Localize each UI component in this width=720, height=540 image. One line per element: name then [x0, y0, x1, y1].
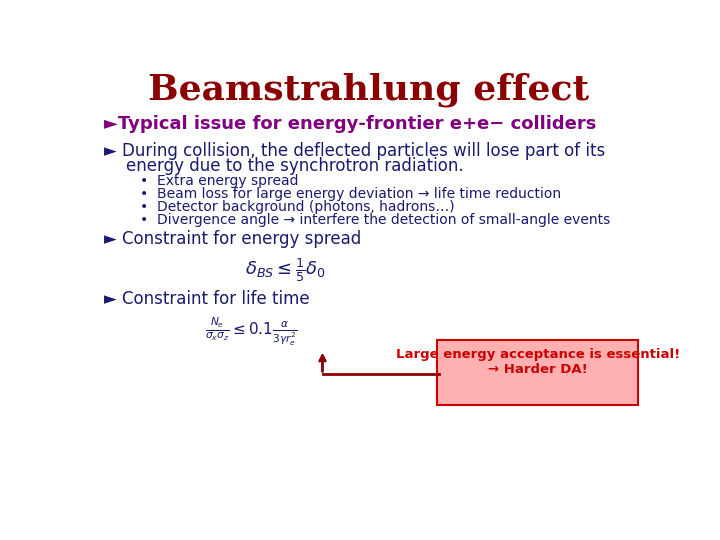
Text: $\frac{N_e}{\sigma_x \sigma_z} \leq 0.1\frac{\alpha}{3\gamma r_e^2}$: $\frac{N_e}{\sigma_x \sigma_z} \leq 0.1\… — [204, 315, 297, 348]
Text: energy due to the synchrotron radiation.: energy due to the synchrotron radiation. — [126, 157, 463, 175]
Text: ► Constraint for energy spread: ► Constraint for energy spread — [104, 231, 361, 248]
Text: $\delta_{BS} \leq \frac{1}{5}\delta_0$: $\delta_{BS} \leq \frac{1}{5}\delta_0$ — [245, 256, 325, 284]
Text: Beamstrahlung effect: Beamstrahlung effect — [148, 72, 590, 107]
Text: Large energy acceptance is essential!
→ Harder DA!: Large energy acceptance is essential! → … — [396, 348, 680, 376]
Text: ►Typical issue for energy-frontier e+e− colliders: ►Typical issue for energy-frontier e+e− … — [104, 115, 596, 133]
Text: •  Extra energy spread: • Extra energy spread — [140, 174, 299, 188]
Text: ► During collision, the deflected particles will lose part of its: ► During collision, the deflected partic… — [104, 142, 606, 160]
FancyBboxPatch shape — [437, 340, 638, 405]
Text: •  Divergence angle → interfere the detection of small-angle events: • Divergence angle → interfere the detec… — [140, 213, 611, 227]
Text: •  Detector background (photons, hadrons…): • Detector background (photons, hadrons…… — [140, 200, 455, 214]
Text: ► Constraint for life time: ► Constraint for life time — [104, 289, 310, 308]
Text: •  Beam loss for large energy deviation → life time reduction: • Beam loss for large energy deviation →… — [140, 187, 562, 201]
